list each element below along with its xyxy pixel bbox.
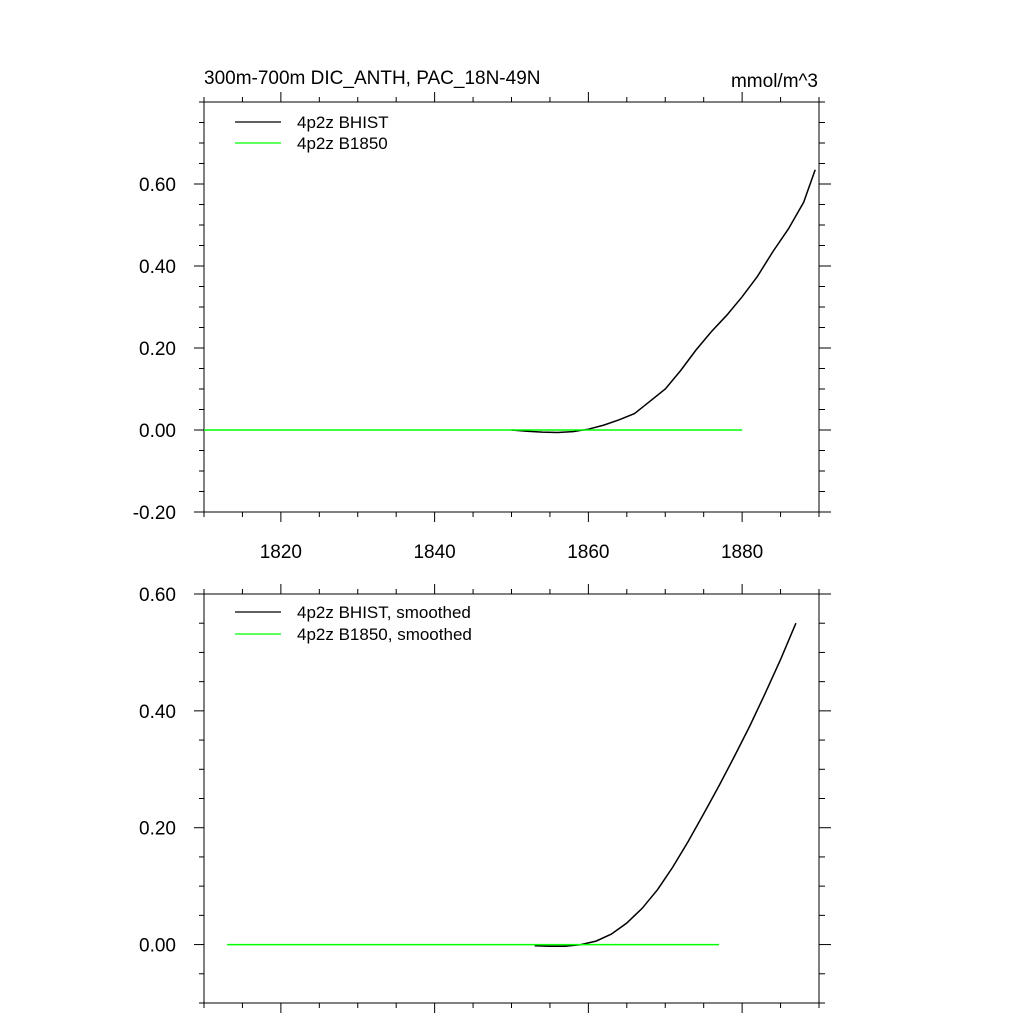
y-tick-label: 0.00 xyxy=(139,936,176,957)
legend: 4p2z BHIST, smoothed 4p2z B1850, smoothe… xyxy=(235,603,472,644)
y-tick-label: 0.60 xyxy=(139,175,176,196)
axis-ticks xyxy=(194,584,831,1013)
x-tick-label: 1860 xyxy=(567,542,609,563)
series-line-4p2z-bhist xyxy=(511,169,816,434)
legend-label-bhist: 4p2z BHIST xyxy=(297,113,389,132)
series-lines xyxy=(204,169,816,434)
y-tick-label: 0.20 xyxy=(139,339,176,360)
legend-label-b1850: 4p2z B1850 xyxy=(297,134,388,153)
y-tick-label: 0.00 xyxy=(139,421,176,442)
x-tick-label: 1820 xyxy=(260,542,302,563)
legend-label-bhist-smoothed: 4p2z BHIST, smoothed xyxy=(297,603,471,622)
x-tick-label: 1840 xyxy=(413,542,455,563)
plot-frame xyxy=(203,593,820,1004)
legend: 4p2z BHIST 4p2z B1850 xyxy=(235,113,389,153)
series-lines xyxy=(227,622,797,948)
y-tick-labels: 0.00 0.20 0.40 0.60 xyxy=(139,585,176,957)
y-tick-label: 0.20 xyxy=(139,819,176,840)
y-tick-labels: -0.20 0.00 0.20 0.40 0.60 xyxy=(133,175,176,524)
units-label: mmol/m^3 xyxy=(731,71,818,92)
bottom-panel: 0.00 0.20 0.40 0.60 4p2z BHIST, smoothed 4p… xyxy=(139,584,831,1013)
axis-ticks xyxy=(194,92,831,522)
x-tick-label: 1880 xyxy=(721,542,763,563)
y-tick-label: 0.60 xyxy=(139,585,176,606)
legend-label-b1850-smoothed: 4p2z B1850, smoothed xyxy=(297,625,472,644)
series-line-4p2z-bhist-smoothed xyxy=(534,622,797,948)
y-tick-label: 0.40 xyxy=(139,257,176,278)
plot-frame xyxy=(203,101,820,513)
chart-title: 300m-700m DIC_ANTH, PAC_18N-49N xyxy=(204,68,541,89)
x-tick-labels: 1820 1840 1860 1880 xyxy=(260,542,764,563)
y-tick-label: -0.20 xyxy=(133,503,176,524)
y-tick-label: 0.40 xyxy=(139,702,176,723)
top-panel: 300m-700m DIC_ANTH, PAC_18N-49N mmol/m^3… xyxy=(133,68,831,563)
